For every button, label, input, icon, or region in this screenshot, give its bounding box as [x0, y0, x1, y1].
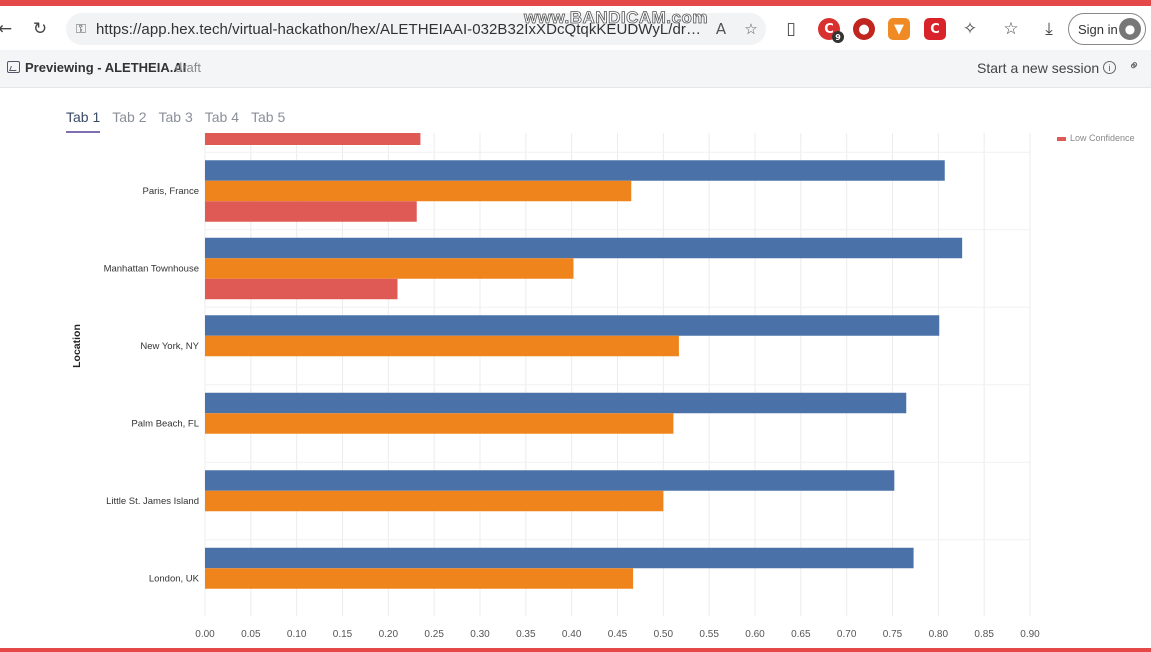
- x-tick-label: 0.50: [654, 629, 674, 640]
- recording-watermark: www.BANDICAM.com: [524, 8, 708, 28]
- bar: [205, 278, 398, 300]
- x-tick-label: 0.15: [333, 629, 353, 640]
- bar: [205, 547, 914, 569]
- x-tick-label: 0.10: [287, 629, 307, 640]
- bar: [205, 201, 417, 222]
- x-tick-label: 0.60: [745, 629, 765, 640]
- tab-3[interactable]: Tab 3: [158, 109, 193, 125]
- back-icon[interactable]: ←: [0, 19, 13, 39]
- lock-icon[interactable]: ⚿: [76, 21, 86, 37]
- extension-badge: 9: [832, 31, 844, 43]
- y-tick-label: Manhattan Townhouse: [104, 264, 199, 275]
- x-tick-label: 0.85: [974, 629, 994, 640]
- fox-extension-icon[interactable]: ▼: [888, 18, 910, 40]
- y-tick-label: New York, NY: [140, 341, 199, 352]
- x-tick-label: 0.00: [195, 629, 215, 640]
- legend: Low Confidence: [1057, 133, 1135, 143]
- x-tick-label: 0.55: [699, 629, 719, 640]
- address-bar[interactable]: ⚿ https://app.hex.tech/virtual-hackathon…: [66, 13, 766, 45]
- x-tick-label: 0.30: [470, 629, 490, 640]
- tab-5[interactable]: Tab 5: [251, 109, 286, 125]
- y-tick-label: Little St. James Island: [106, 496, 199, 507]
- y-tick-label: London, UK: [149, 574, 200, 585]
- browser-bottom-border: [0, 648, 1151, 652]
- tab-1[interactable]: Tab 1: [66, 109, 101, 133]
- favorites-icon[interactable]: ☆: [1003, 19, 1019, 39]
- bar: [205, 335, 679, 357]
- tab-4[interactable]: Tab 4: [204, 109, 239, 125]
- sign-in-label: Sign in: [1078, 21, 1118, 37]
- x-tick-label: 0.90: [1020, 629, 1040, 640]
- bar: [205, 258, 574, 279]
- y-axis-label: Location: [71, 324, 83, 368]
- page-title: Previewing - ALETHEIA.AI: [25, 60, 187, 75]
- x-tick-label: 0.20: [379, 629, 399, 640]
- legend-swatch: [1057, 136, 1066, 141]
- sign-in-button[interactable]: Sign in ●: [1068, 13, 1146, 45]
- x-tick-label: 0.65: [791, 629, 811, 640]
- bar: [205, 237, 963, 259]
- y-tick-label: Palm Beach, FL: [131, 419, 199, 430]
- info-icon[interactable]: i: [1103, 61, 1116, 74]
- download-icon[interactable]: ⤓: [1045, 19, 1053, 39]
- puzzle-icon[interactable]: ✧: [962, 19, 978, 39]
- bar: [205, 413, 674, 434]
- tomato-extension-icon[interactable]: ●: [853, 18, 875, 40]
- read-aloud-icon[interactable]: A: [715, 20, 727, 38]
- bar: [205, 315, 940, 336]
- preview-icon: [7, 61, 20, 73]
- legend-label: Low Confidence: [1070, 133, 1135, 143]
- x-tick-label: 0.45: [608, 629, 628, 640]
- c-extension-icon[interactable]: C: [924, 18, 946, 40]
- bar: [205, 160, 945, 181]
- bar: [205, 392, 907, 414]
- draft-badge: draft: [175, 60, 202, 75]
- reload-icon[interactable]: ↻: [32, 19, 48, 39]
- avatar-icon: ●: [1119, 18, 1141, 40]
- bar-chart: 0.00 0.05 0.10 0.15 0.20 0.25 0.30 0.35 0.40 0.45…: [71, 133, 1040, 640]
- bar: [205, 568, 634, 589]
- y-tick-label: Paris, France: [143, 186, 200, 197]
- start-session-button[interactable]: Start a new session: [977, 60, 1100, 76]
- x-tick-label: 0.05: [241, 629, 261, 640]
- x-tick-label: 0.75: [883, 629, 903, 640]
- x-tick-label: 0.40: [562, 629, 582, 640]
- star-icon[interactable]: ☆: [744, 20, 758, 38]
- browser-toolbar: ← ↻ ⚿ https://app.hex.tech/virtual-hacka…: [0, 6, 1151, 50]
- bar: [205, 490, 664, 512]
- bar: [205, 470, 895, 491]
- chart-container: 0.00 0.05 0.10 0.15 0.20 0.25 0.30 0.35 0.40 0.45…: [0, 133, 1151, 652]
- tab-2[interactable]: Tab 2: [112, 109, 147, 125]
- bar: [205, 180, 632, 202]
- tab-bar: Tab 1 Tab 2 Tab 3 Tab 4 Tab 5: [66, 109, 285, 133]
- bookmark-icon[interactable]: ▯: [786, 19, 796, 39]
- bar-partial: [205, 133, 421, 145]
- x-tick-label: 0.80: [929, 629, 949, 640]
- app-header: Previewing - ALETHEIA.AI draft Start a n…: [0, 50, 1151, 88]
- link-icon[interactable]: ⚭: [1125, 56, 1145, 76]
- x-tick-label: 0.35: [516, 629, 536, 640]
- x-tick-label: 0.70: [837, 629, 857, 640]
- browser-top-border: [0, 0, 1151, 6]
- x-tick-label: 0.25: [424, 629, 444, 640]
